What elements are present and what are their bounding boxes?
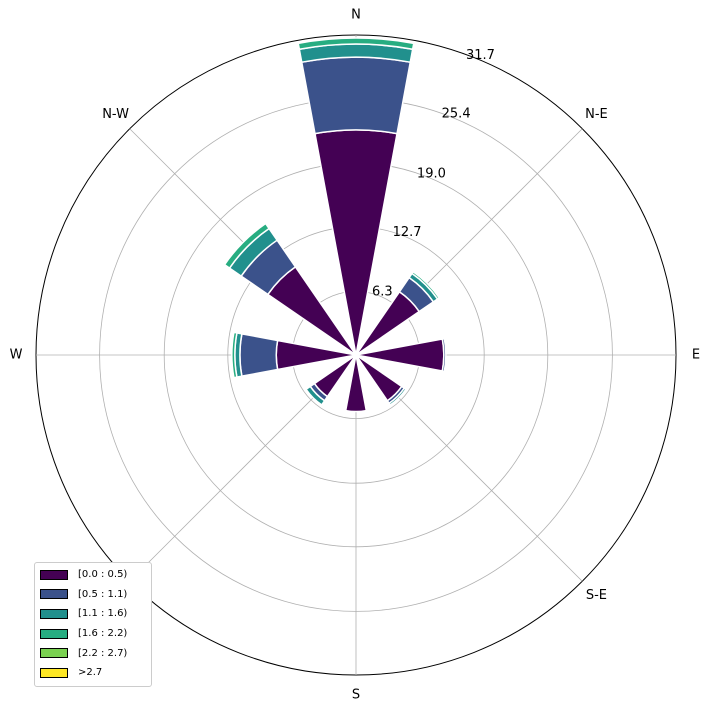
- direction-label-n-w: N-W: [102, 107, 129, 122]
- wind-rose-bars: [223, 37, 447, 413]
- radial-tick-label: 6.3: [372, 285, 393, 300]
- bar-w-segment: [239, 332, 279, 378]
- legend-label: [1.1 : 1.6): [78, 608, 128, 620]
- legend-swatch: [40, 667, 68, 678]
- legend-entry: >2.7: [40, 663, 145, 683]
- radial-tick-label: 25.4: [442, 107, 471, 122]
- legend-label: [0.5 : 1.1): [78, 588, 128, 600]
- bar-e-segment: [441, 337, 447, 373]
- radial-tick-label: 12.7: [393, 225, 422, 240]
- legend-label: [2.2 : 2.7): [78, 647, 128, 659]
- direction-label-s: S: [352, 688, 360, 703]
- direction-label-w: W: [10, 348, 23, 363]
- bar-n-w-segment: [223, 222, 271, 270]
- bar-n-segment: [297, 37, 415, 51]
- legend-entry: [1.1 : 1.6): [40, 604, 145, 624]
- bar-s-w-segment: [305, 385, 326, 406]
- legend: [0.0 : 0.5) [0.5 : 1.1) [1.1 : 1.6) [1.6 : …: [34, 562, 152, 687]
- legend-swatch: [40, 628, 68, 639]
- legend-label: [0.0 : 0.5): [78, 569, 128, 581]
- direction-label-n: N: [351, 8, 361, 23]
- direction-label-s-e: S-E: [586, 588, 607, 603]
- axis-labels: N N-E E S-E S W N-W 6.3 12.7 19.0 25.4 31.7: [10, 8, 701, 703]
- legend-swatch: [40, 608, 68, 619]
- legend-entry: [0.5 : 1.1): [40, 585, 145, 605]
- direction-label-e: E: [692, 348, 700, 363]
- bar-w-segment: [231, 331, 238, 379]
- legend-entry: [0.0 : 0.5): [40, 565, 145, 585]
- radial-tick-label: 31.7: [466, 48, 495, 63]
- bar-s-segment: [344, 354, 368, 413]
- bar-n-segment: [300, 56, 412, 135]
- legend-label: [1.6 : 2.2): [78, 628, 128, 640]
- direction-label-n-e: N-E: [585, 107, 608, 122]
- legend-swatch: [40, 648, 68, 659]
- legend-entry: [2.2 : 2.7): [40, 643, 145, 663]
- legend-swatch: [40, 589, 68, 600]
- legend-label: >2.7: [78, 667, 103, 679]
- bar-n-e-segment: [410, 270, 441, 301]
- legend-swatch: [40, 569, 68, 580]
- bar-s-e-segment: [388, 387, 407, 406]
- legend-entry: [1.6 : 2.2): [40, 624, 145, 644]
- radial-tick-label: 19.0: [417, 166, 446, 181]
